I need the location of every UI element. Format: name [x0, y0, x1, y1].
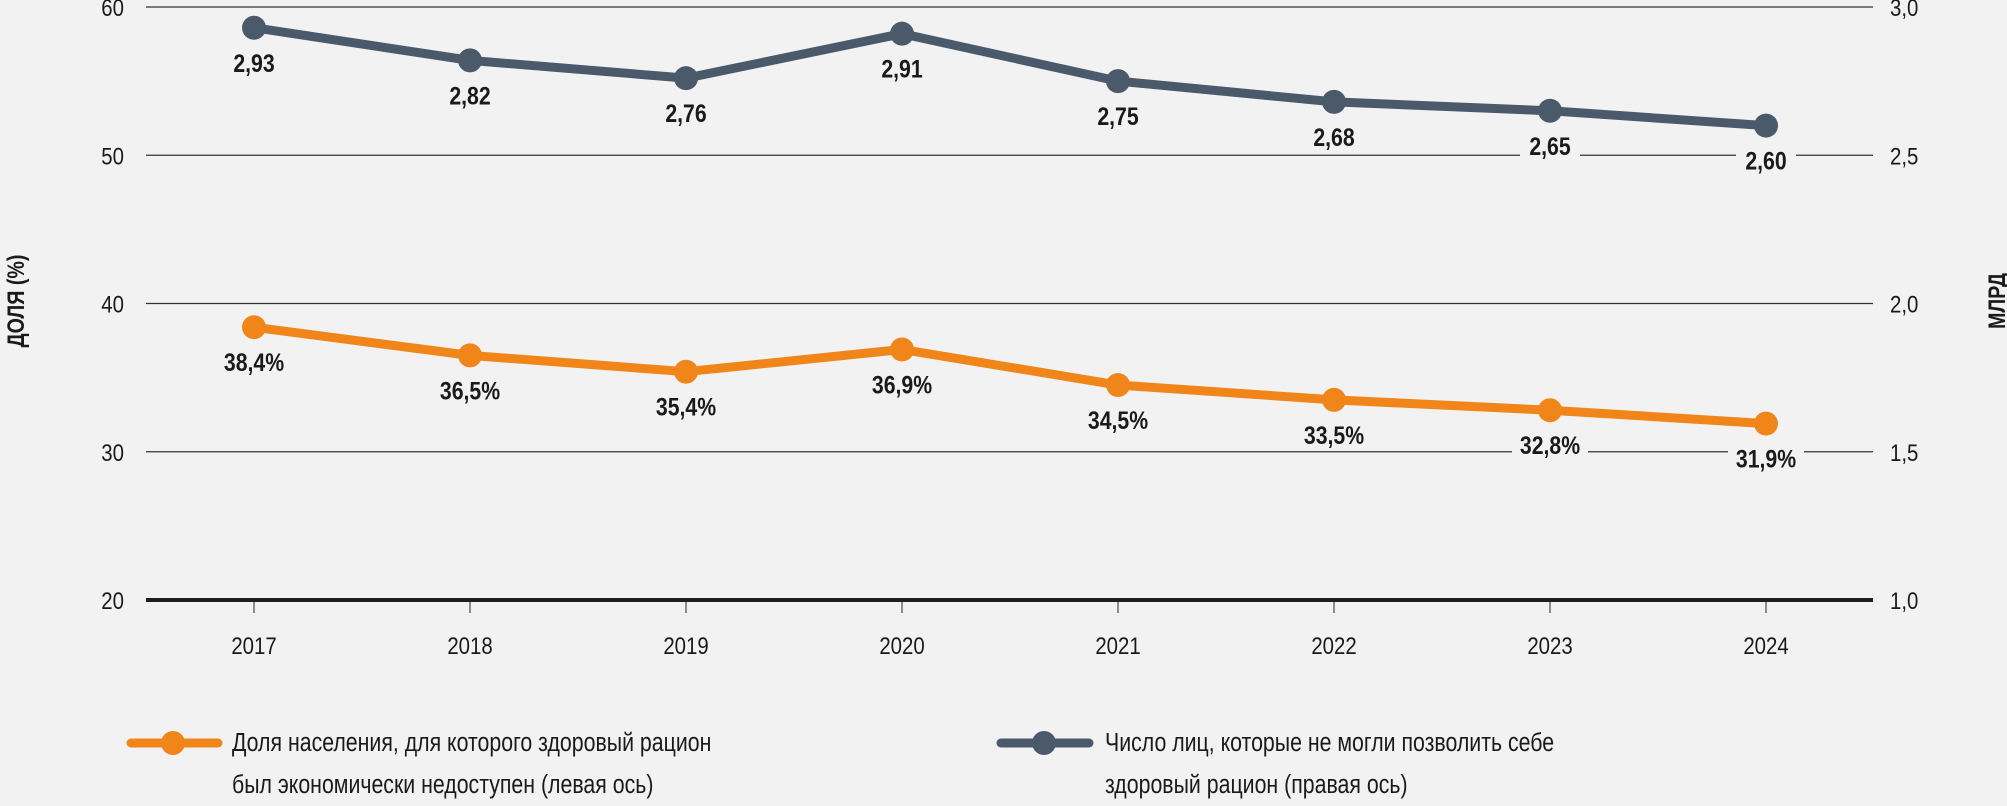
- left-tick-label: 20: [101, 587, 124, 614]
- series-count: [242, 15, 1778, 138]
- x-tick-label: 2023: [1527, 632, 1572, 659]
- right-axis-ticks: 1,0 1,5 2,0 2,5 3,0: [1890, 0, 1918, 614]
- x-tick-label: 2022: [1311, 632, 1356, 659]
- data-label: 32,8%: [1520, 432, 1580, 460]
- data-label-bg: [1296, 421, 1372, 450]
- data-point: [1322, 387, 1346, 412]
- right-axis-title: МЛРД: [1983, 273, 2007, 329]
- x-tick-label: 2018: [447, 632, 492, 659]
- data-labels: 38,4% 36,5% 35,4% 36,9% 34,5% 33,5% 32,8% 31,9%…: [216, 49, 1804, 474]
- data-point: [1538, 98, 1562, 123]
- legend-share-text-line1: Доля населения, для которого здоровый ра…: [232, 728, 711, 758]
- legend-count-text-line2: здоровый рацион (правая ось): [1105, 770, 1408, 800]
- legend-count-marker-icon: [1032, 731, 1056, 755]
- data-point: [1106, 69, 1130, 94]
- data-label: 31,9%: [1736, 445, 1796, 473]
- data-label: 2,91: [881, 55, 922, 83]
- data-point: [1754, 411, 1778, 436]
- data-label-bg: [1736, 147, 1796, 176]
- data-label-bg: [872, 55, 932, 84]
- data-label-bg: [1520, 132, 1580, 161]
- data-point: [1754, 113, 1778, 138]
- data-label-bg: [656, 100, 716, 129]
- left-tick-label: 40: [101, 291, 124, 318]
- data-label-bg: [216, 349, 292, 378]
- data-point: [1322, 89, 1346, 114]
- data-label-bg: [1088, 103, 1148, 132]
- legend-item-share: Доля населения, для которого здоровый ра…: [126, 728, 711, 800]
- data-label-bg: [648, 393, 724, 422]
- data-label: 2,60: [1745, 147, 1786, 175]
- data-label-bg: [432, 377, 508, 406]
- data-point: [674, 359, 698, 384]
- data-label: 36,9%: [872, 371, 932, 399]
- data-label-bg: [1304, 123, 1364, 152]
- left-axis-ticks: 20 30 40 50 60: [101, 0, 124, 614]
- data-label: 33,5%: [1304, 421, 1364, 449]
- right-tick-label: 1,5: [1890, 439, 1918, 466]
- data-label-bg: [1728, 445, 1804, 474]
- legend-share-text-line2: был экономически недоступен (левая ось): [232, 770, 653, 800]
- data-label-bg: [1512, 432, 1588, 461]
- data-point: [1538, 398, 1562, 423]
- x-tick-label: 2020: [879, 632, 924, 659]
- data-label: 2,76: [665, 100, 706, 128]
- left-tick-label: 30: [101, 439, 124, 466]
- data-point: [890, 337, 914, 362]
- x-tick-label: 2021: [1095, 632, 1140, 659]
- series-share: [242, 315, 1778, 436]
- x-axis: 2017 2018 2019 2020 2021 2022 2023 2024: [231, 602, 1789, 659]
- left-tick-label: 60: [101, 0, 124, 21]
- legend-share-marker-icon: [161, 731, 185, 755]
- series-group: [242, 15, 1778, 436]
- data-point: [242, 15, 266, 40]
- data-point: [458, 48, 482, 73]
- data-point: [890, 21, 914, 46]
- data-point: [1106, 373, 1130, 398]
- data-label-bg: [1080, 407, 1156, 436]
- right-tick-label: 1,0: [1890, 587, 1918, 614]
- data-label: 36,5%: [440, 377, 500, 405]
- data-label-bg: [864, 371, 940, 400]
- legend-count-text-line1: Число лиц, которые не могли позволить се…: [1105, 728, 1554, 758]
- right-tick-label: 2,5: [1890, 143, 1918, 170]
- data-point: [242, 315, 266, 340]
- data-label: 35,4%: [656, 393, 716, 421]
- x-tick-label: 2024: [1743, 632, 1788, 659]
- x-tick-label: 2017: [231, 632, 276, 659]
- data-label: 2,68: [1313, 123, 1354, 151]
- series-line: [249, 322, 1771, 429]
- data-label: 2,82: [449, 82, 490, 110]
- right-tick-label: 2,0: [1890, 291, 1918, 318]
- data-label: 34,5%: [1088, 406, 1148, 434]
- data-label-bg: [224, 49, 284, 78]
- data-point: [458, 343, 482, 368]
- data-label: 2,75: [1097, 102, 1138, 130]
- x-tick-label: 2019: [663, 632, 708, 659]
- legend: Доля населения, для которого здоровый ра…: [126, 728, 1554, 800]
- data-label-bg: [440, 82, 500, 111]
- data-point: [674, 66, 698, 91]
- right-tick-label: 3,0: [1890, 0, 1918, 21]
- data-label: 38,4%: [224, 349, 284, 377]
- legend-item-count: Число лиц, которые не могли позволить се…: [996, 728, 1554, 800]
- data-label: 2,65: [1529, 132, 1570, 160]
- left-tick-label: 50: [101, 143, 124, 170]
- data-label: 2,93: [233, 49, 274, 77]
- series-line: [249, 23, 1771, 131]
- left-axis-title: ДОЛЯ (%): [2, 255, 29, 348]
- gridlines: [146, 6, 1873, 602]
